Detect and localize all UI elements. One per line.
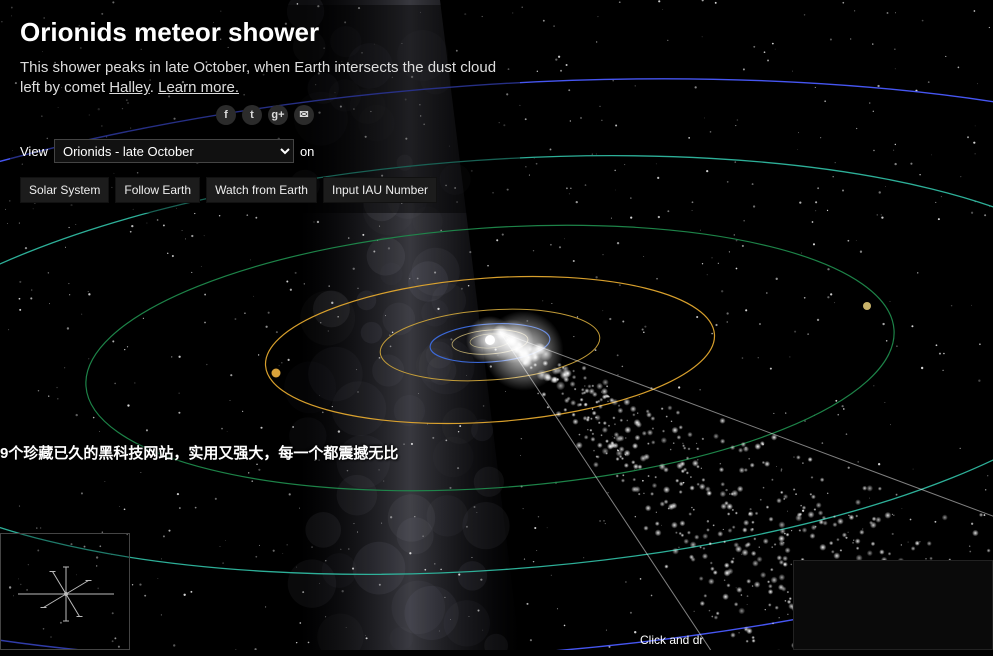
compass-inset [0,533,130,650]
share-row: ft g+ ✉ [20,105,510,126]
preview-inset [793,560,993,650]
on-label: on [300,144,314,159]
watch-from-earth-button[interactable]: Watch from Earth [206,177,317,203]
learn-more-link[interactable]: Learn more. [158,79,239,96]
view-label: View [20,144,48,159]
facebook-icon[interactable]: f [216,105,236,125]
follow-earth-button[interactable]: Follow Earth [115,177,200,203]
description: This shower peaks in late October, when … [20,58,510,99]
gplus-icon[interactable]: g+ [268,105,288,125]
drag-hint: Click and dr [640,633,703,647]
watermark-text: 9个珍藏已久的黑科技网站，实用又强大，每一个都震撼无比 [0,442,398,463]
halley-link[interactable]: Halley [109,79,150,96]
input-iau-button[interactable]: Input IAU Number [323,177,437,203]
view-row: View Orionids - late October on [20,139,510,163]
twitter-icon[interactable]: t [242,105,262,125]
solar-system-button[interactable]: Solar System [20,177,109,203]
saturn-body [863,302,871,310]
info-panel: Orionids meteor shower This shower peaks… [10,5,520,213]
mail-icon[interactable]: ✉ [294,105,314,125]
shower-select[interactable]: Orionids - late October [54,139,294,163]
sun [485,335,495,345]
button-row: Solar SystemFollow EarthWatch from Earth… [20,177,510,203]
page-title: Orionids meteor shower [20,17,510,48]
jupiter-body [272,369,281,378]
